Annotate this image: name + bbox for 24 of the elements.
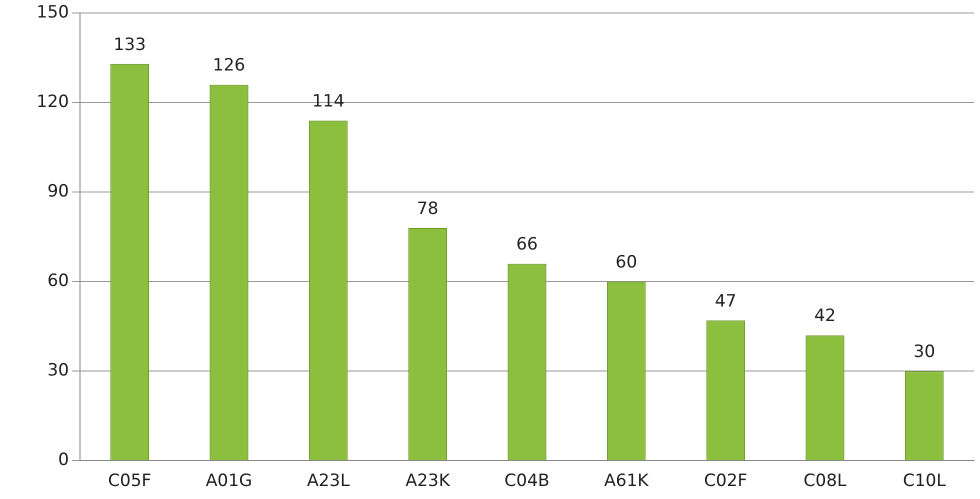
data-label: 66: [516, 234, 538, 255]
x-tick-label: A61K: [604, 471, 650, 492]
data-label: 78: [416, 198, 438, 219]
x-tick-label: C05F: [108, 471, 152, 492]
data-label: 42: [814, 306, 836, 326]
y-tick-label: 90: [47, 182, 69, 202]
y-tick-label: 30: [47, 360, 69, 381]
data-label: 30: [914, 342, 936, 362]
y-tick-label: 60: [47, 271, 69, 292]
x-tick-label: C02F: [704, 471, 748, 492]
x-tick-label: A23K: [405, 471, 451, 492]
x-tick-label: C08L: [804, 471, 848, 492]
data-label: 133: [113, 34, 146, 55]
y-tick-label: 150: [36, 2, 69, 23]
data-label: 47: [714, 291, 736, 312]
x-tick-label: A23L: [306, 471, 350, 492]
x-tick-label: A01G: [206, 471, 252, 492]
data-label: 60: [616, 252, 638, 273]
x-tick-label: C04B: [504, 471, 550, 492]
y-tick-label: 120: [36, 92, 69, 112]
data-label: 126: [212, 56, 246, 76]
data-label: 114: [312, 92, 345, 112]
y-tick-label: 0: [58, 450, 69, 470]
x-tick-label: C10L: [902, 471, 946, 492]
